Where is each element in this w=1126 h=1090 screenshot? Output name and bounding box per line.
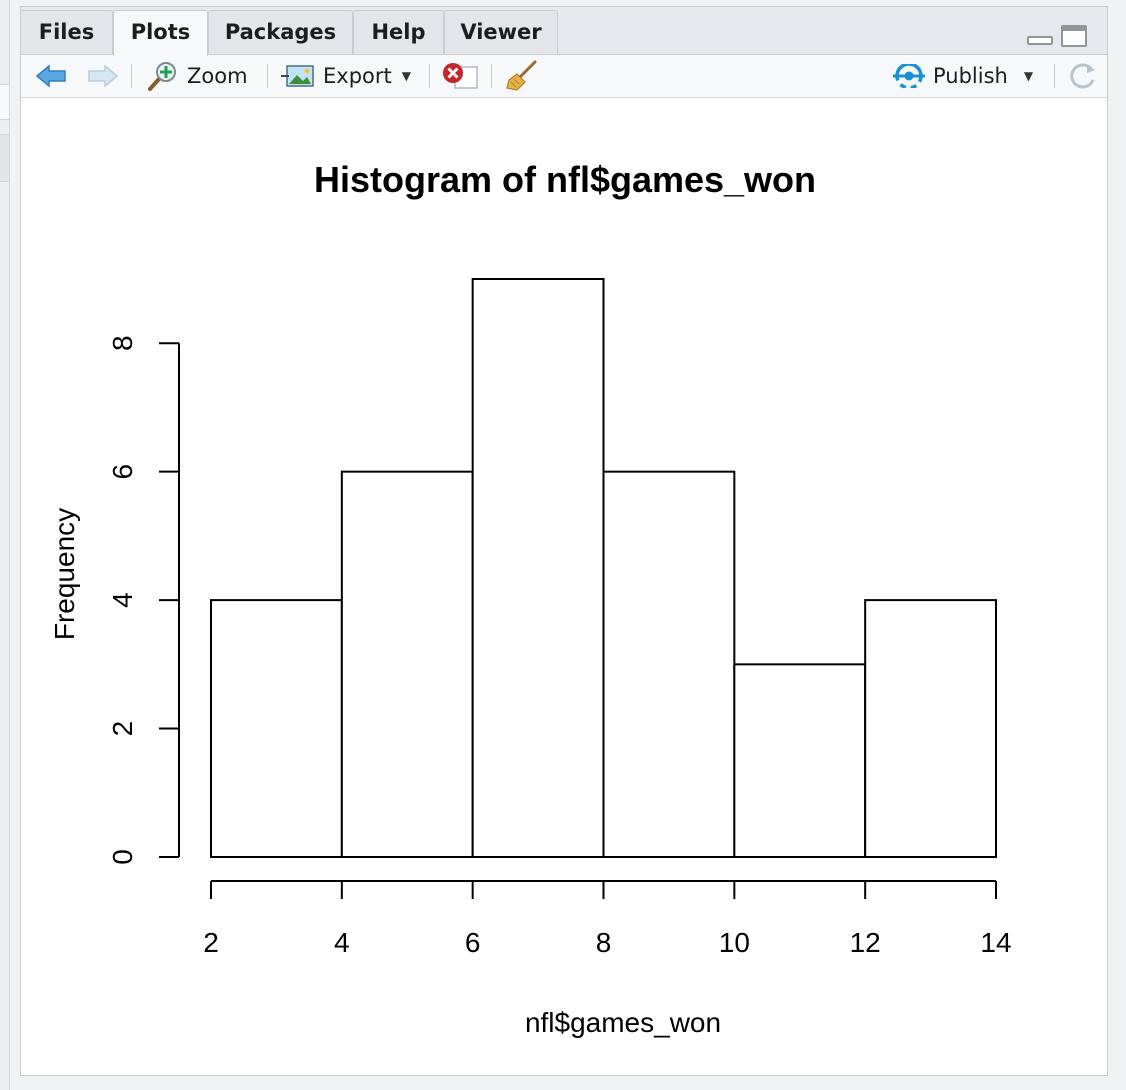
y-tick-label: 0 — [107, 849, 138, 865]
histogram-bar — [210, 599, 343, 858]
tab-plots[interactable]: Plots — [113, 10, 208, 56]
histogram-bar — [864, 599, 998, 858]
publish-label: Publish — [933, 64, 1008, 88]
tab-help[interactable]: Help — [353, 10, 444, 54]
arrow-right-icon — [88, 64, 119, 88]
x-tick-label: 8 — [596, 927, 612, 958]
x-axis: 2 4 6 8 10 12 14 — [203, 880, 1012, 958]
tab-packages[interactable]: Packages — [208, 10, 353, 54]
next-plot-button[interactable] — [85, 55, 119, 97]
y-tick-label: 8 — [107, 335, 138, 351]
tab-viewer[interactable]: Viewer — [444, 10, 558, 54]
export-label: Export — [323, 64, 392, 88]
clear-plots-button[interactable] — [503, 55, 539, 97]
x-tick-label: 10 — [719, 927, 750, 958]
x-tick-label: 12 — [850, 927, 881, 958]
toolbar-separator — [491, 64, 492, 88]
zoom-button[interactable]: Zoom — [147, 55, 248, 97]
histogram-bar — [733, 663, 867, 858]
y-tick-label: 6 — [107, 464, 138, 480]
refresh-button[interactable] — [1067, 55, 1099, 97]
toolbar-separator — [429, 64, 430, 88]
histogram-plot: 2 4 6 8 10 12 14 0 2 4 6 8 — [107, 278, 1012, 958]
publish-button[interactable]: Publish ▼ — [893, 55, 1033, 97]
remove-plot-icon — [443, 63, 478, 89]
histogram-bar — [471, 278, 605, 858]
x-tick-label: 14 — [980, 927, 1011, 958]
chevron-down-icon: ▼ — [1023, 69, 1034, 83]
export-button[interactable]: Export ▼ — [281, 55, 411, 97]
adjacent-pane-edge — [0, 0, 10, 1090]
pane-tab-bar: Files Plots Packages Help Viewer — [20, 7, 1107, 56]
x-tick-label: 2 — [203, 927, 219, 958]
histogram-bar — [340, 470, 474, 858]
minimize-icon — [1027, 36, 1053, 45]
plots-pane: Files Plots Packages Help Viewer Z — [20, 6, 1108, 1076]
tab-files[interactable]: Files — [20, 10, 113, 54]
refresh-icon — [1070, 63, 1095, 89]
zoom-label: Zoom — [187, 64, 248, 88]
x-tick-label: 6 — [465, 927, 481, 958]
toolbar-separator — [267, 64, 268, 88]
plots-toolbar: Zoom Export ▼ — [21, 55, 1107, 98]
toolbar-separator — [131, 64, 132, 88]
remove-plot-button[interactable] — [441, 55, 479, 97]
previous-plot-button[interactable] — [35, 55, 69, 97]
histogram-bars — [210, 278, 998, 858]
x-tick-label: 4 — [334, 927, 350, 958]
histogram-bar — [602, 470, 736, 858]
y-tick-label: 2 — [107, 721, 138, 737]
minimize-pane-button[interactable] — [1027, 25, 1053, 47]
adjacent-pane-tab — [0, 84, 9, 120]
chart-title: Histogram of nfl$games_won — [313, 159, 817, 200]
adjacent-pane-tab — [0, 134, 9, 182]
x-axis-label: nfl$games_won — [524, 1007, 722, 1038]
zoom-icon — [148, 62, 176, 91]
toolbar-separator — [1054, 64, 1055, 88]
arrow-left-icon — [35, 64, 66, 88]
publish-icon — [893, 64, 925, 88]
broom-icon — [506, 60, 537, 91]
maximize-pane-button[interactable] — [1061, 25, 1087, 47]
y-tick-label: 4 — [107, 592, 138, 608]
export-image-icon — [281, 65, 314, 87]
y-axis: 0 2 4 6 8 — [107, 335, 180, 865]
maximize-icon — [1063, 27, 1085, 31]
chevron-down-icon: ▼ — [401, 69, 411, 83]
